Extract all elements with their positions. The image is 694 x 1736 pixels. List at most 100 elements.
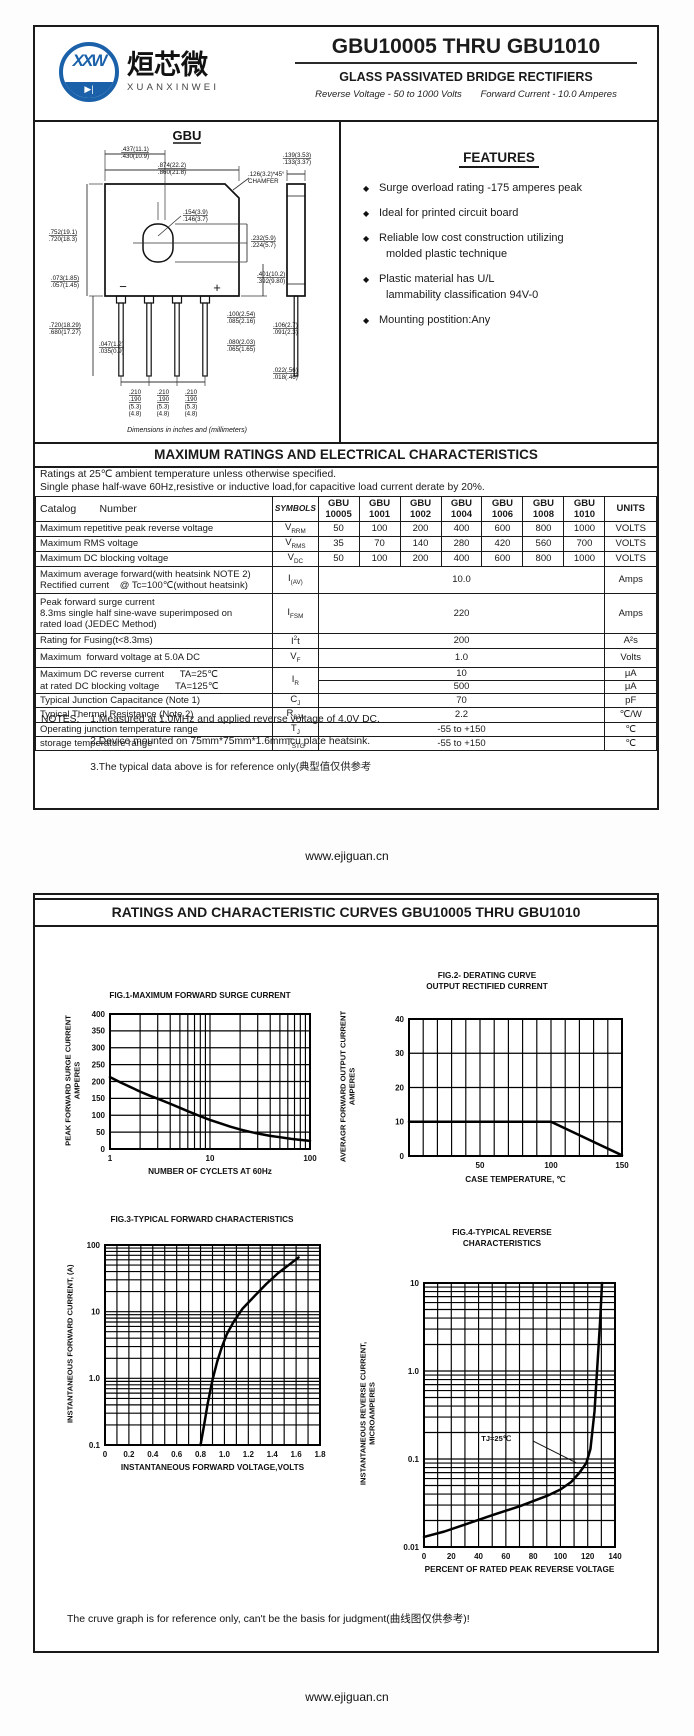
feature-item: ◆ Mounting postition:Any [363,313,651,329]
row-label: Maximum DC blocking voltage [34,551,274,567]
feature-line: Reliable low cost construction utilizing [379,231,564,244]
svg-text:0.1: 0.1 [89,1441,101,1450]
feature-line: Mounting postition:Any [379,313,491,326]
row-value: 400 [440,551,483,567]
footer-url-2[interactable]: www.ejiguan.cn [305,1690,389,1704]
svg-text:1.0: 1.0 [89,1374,101,1383]
notes-block: NOTES: 1.Measured at 1.0MHz and applied … [35,711,657,784]
row-unit: Amps [604,566,657,594]
catalog-number-header: Catalog Number [34,496,274,522]
svg-text:.106(2.7).091(2.3): .106(2.7) .091(2.3) [273,322,298,336]
feature-item: ◆ Surge overload rating -175 amperes peak [363,181,651,197]
tagline-reverse-voltage: Reverse Voltage - 50 to 1000 Volts [315,89,462,100]
fig1-xlabel: NUMBER OF CYCLETS AT 60Hz [148,1167,272,1176]
svg-text:120: 120 [581,1552,595,1561]
svg-text:−: − [119,279,127,294]
row-label: Maximum RMS voltage [34,536,274,552]
table-header-row: Catalog Number SYMBOLS GBU 10005 GBU 1001 GBU 1… [34,496,657,522]
fig3-chart: FIG.3-TYPICAL FORWARD CHARACTERISTICS 0 0.… [57,1214,347,1473]
title-block: GBU10005 THRU GBU1010 GLASS PASSIVATED B… [283,35,649,100]
svg-text:40: 40 [395,1015,404,1024]
svg-text:300: 300 [92,1044,106,1053]
table-row: Maximum DC reverse current TA=25℃ at rate… [34,667,657,694]
row-value-span: 2.2 [317,707,606,723]
row-symbol: VRRM [272,521,319,537]
part-column-header: GBU 10005 [317,496,360,522]
svg-text:10: 10 [206,1154,215,1163]
svg-text:.752(19.1).720(18.3): .752(19.1) .720(18.3) [49,229,77,243]
ratings-conditions: Ratings at 25℃ ambient temperature unles… [35,467,657,496]
row-value: 200 [399,551,442,567]
row-unit: Amps [604,593,657,634]
row-value: 1000 [563,521,606,537]
table-row: Maximum RMS voltage VRMS 35 70 140 280 420 560 7… [34,536,657,552]
part-number-title: GBU10005 THRU GBU1010 [331,35,601,58]
svg-text:10: 10 [395,1118,404,1127]
svg-text:0: 0 [101,1145,106,1154]
svg-text:10: 10 [91,1307,100,1316]
row-label: Maximum forward voltage at 5.0A DC [34,648,274,668]
row-unit: ℃/W [604,707,657,723]
feature-line: Plastic material has U/L [379,272,495,285]
footer-url-1[interactable]: www.ejiguan.cn [305,849,389,863]
table-row: Rating for Fusing(t<8.3ms) I2t 200 A²s [34,633,657,649]
row-value-span: 10.0 [317,566,606,594]
row-value-span: 500 [317,680,606,694]
svg-text:.210.190(5.3)(4.8): .210.190 (5.3) (4.8) [129,389,142,418]
note-line: 1.Measured at 1.0MHz and applied reverse… [90,714,380,725]
row-symbol: I(AV) [272,566,319,594]
svg-text:150: 150 [92,1094,106,1103]
feature-text: Reliable low cost construction utilizing… [379,231,564,263]
feature-text: Plastic material has U/L lammability clas… [379,272,538,304]
row-unit: μA [604,680,657,694]
fig1-plot: 1 10 100 0 50 100 150 200 250 300 350 400 [92,1010,318,1163]
feature-item: ◆ Plastic material has U/L lammability cla… [363,272,651,304]
part-column-header: GBU 1004 [440,496,483,522]
row-value-span: 10 [317,667,606,681]
row-value: 50 [317,521,360,537]
note-line: 2.Device mounted on 75mm*75mm*1.6mm cu p… [90,736,371,747]
svg-text:1: 1 [108,1154,113,1163]
row-symbol: I2t [272,633,319,649]
features-title: FEATURES [341,150,657,168]
svg-text:400: 400 [92,1010,106,1019]
row-symbol: RθJA [272,707,319,723]
part-column-header: GBU 1010 [563,496,606,522]
row-value: 35 [317,536,360,552]
svg-text:1.6: 1.6 [291,1450,303,1459]
svg-text:250: 250 [92,1060,106,1069]
features-list: ◆ Surge overload rating -175 amperes peak… [363,181,651,329]
svg-text:.022(.56).018(.46): .022(.56) .018(.46) [273,367,298,381]
fig2-ylabel: AVERAGR FORWARD OUTPUT CURRENT AMPERES [338,1010,357,1162]
row-value: 200 [399,521,442,537]
svg-text:1.8: 1.8 [314,1450,326,1459]
svg-text:.874(22.2).860(21.8): .874(22.2) .860(21.8) [158,162,186,176]
svg-text:.047(1.2).035(0.9): .047(1.2) .035(0.9) [99,341,124,355]
notes-lines: 1.Measured at 1.0MHz and applied reverse… [90,711,380,784]
units-header: UNITS [604,496,657,522]
row-value: 1000 [563,551,606,567]
row-value: 400 [440,521,483,537]
svg-text:0.8: 0.8 [195,1450,207,1459]
row-symbol: TJ [272,721,319,737]
table-row: Typical Thermal Resistance (Note 2) RθJA 2… [34,707,657,723]
row-unit: μA [604,667,657,681]
feature-bullet-icon: ◆ [363,274,370,284]
svg-text:.080(2.03).065(1.65): .080(2.03) .065(1.65) [227,339,255,353]
ratings-condition-2: Single phase half-wave 60Hz,resistive or… [40,482,485,494]
svg-text:50: 50 [96,1128,105,1137]
svg-text:.139(3.53).133(3.37): .139(3.53) .133(3.37) [283,152,311,166]
svg-text:100: 100 [92,1111,106,1120]
fig1-title: FIG.1-MAXIMUM FORWARD SURGE CURRENT [109,991,291,1000]
feature-bullet-icon: ◆ [363,184,370,193]
feature-line: Surge overload rating -175 amperes peak [379,182,583,194]
row-value: 140 [399,536,442,552]
row-unit: ℃ [604,721,657,737]
table-row: Maximum repetitive peak reverse voltage V… [34,521,657,537]
svg-text:60: 60 [501,1552,510,1561]
svg-text:80: 80 [529,1552,538,1561]
svg-text:100: 100 [303,1154,317,1163]
svg-text:1.0: 1.0 [219,1450,231,1459]
svg-text:.232(5.9).224(5.7): .232(5.9) .224(5.7) [251,235,276,249]
